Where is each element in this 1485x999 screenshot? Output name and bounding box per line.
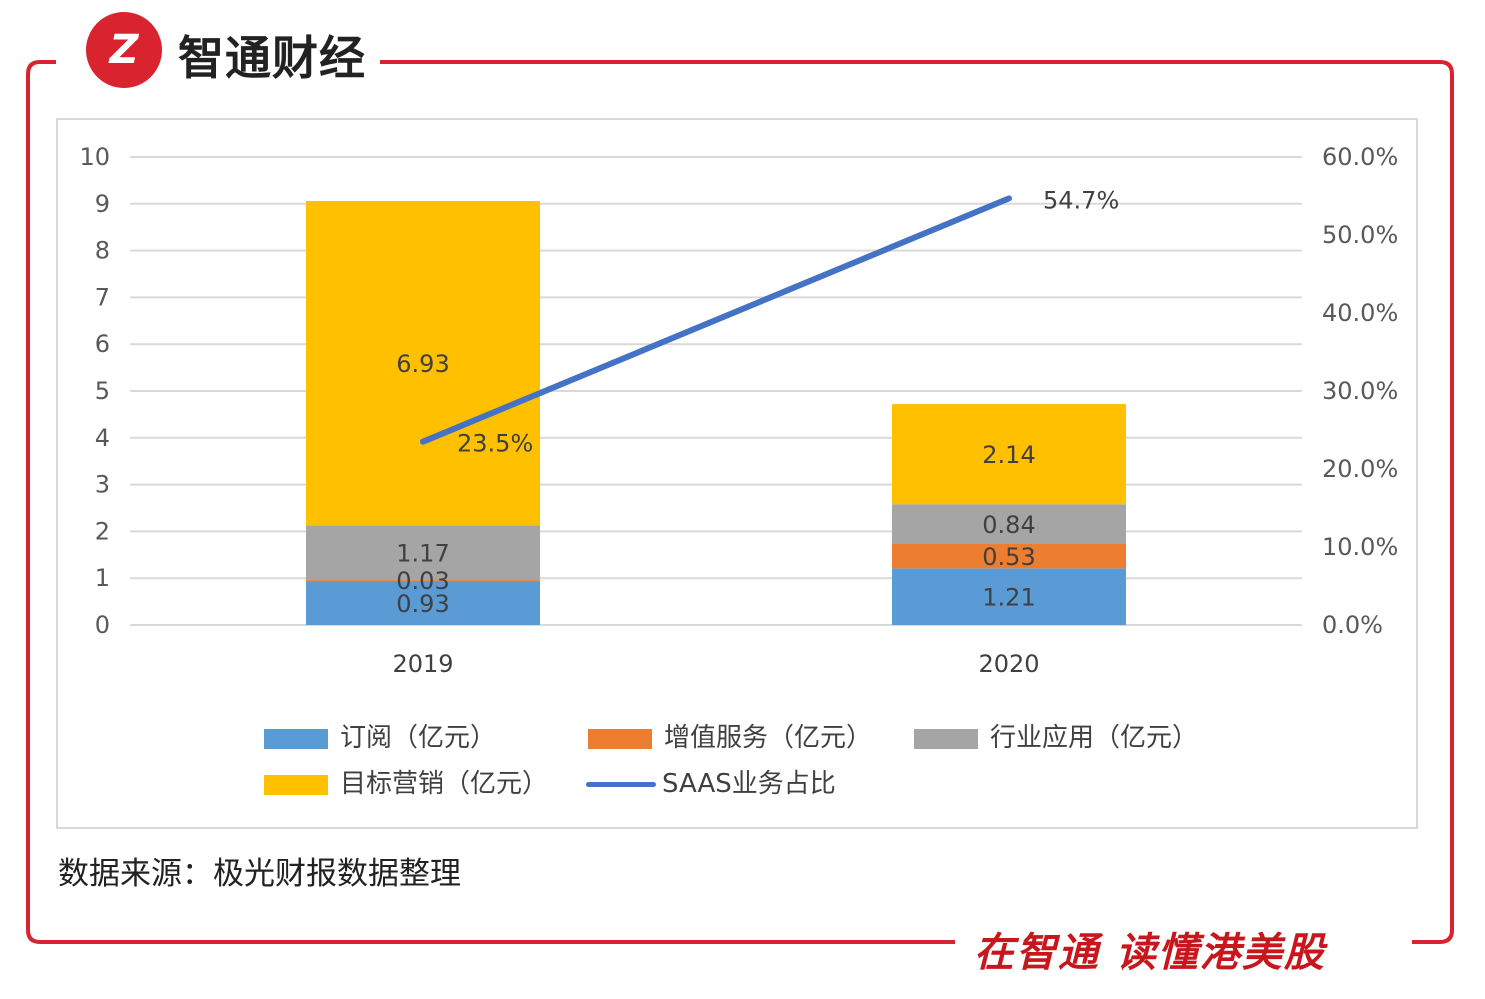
x-tick-label: 2019	[392, 650, 453, 678]
y2-tick-label: 60.0%	[1322, 143, 1398, 171]
data-label: 0.03	[396, 567, 449, 595]
y2-tick-label: 50.0%	[1322, 221, 1398, 249]
stacked-bar-chart: 0 1 2 3 4 5 6 7 8 9 10 0.0% 10.0% 20.0% 30.0% 40.0% 50.0…	[79, 143, 1398, 678]
frame-border	[26, 60, 955, 944]
bar-segment	[892, 404, 1126, 505]
legend-label: 订阅（亿元）	[340, 723, 497, 753]
legend-label: 目标营销（亿元）	[340, 769, 549, 799]
bar-segment	[892, 568, 1126, 625]
y-tick-label: 4	[95, 424, 110, 452]
bar-segment	[892, 504, 1126, 544]
y-tick-label: 3	[95, 471, 110, 499]
data-label: 6.93	[396, 350, 449, 378]
data-source-note: 数据来源：极光财报数据整理	[58, 856, 461, 892]
data-label: 2.14	[982, 441, 1035, 469]
legend-label: 行业应用（亿元）	[990, 723, 1199, 753]
y-tick-label: 9	[95, 190, 110, 218]
legend-item-subscription: 订阅（亿元）	[264, 717, 496, 754]
y2-tick-label: 10.0%	[1322, 533, 1398, 561]
data-label: 0.93	[396, 590, 449, 618]
y2-tick-label: 0.0%	[1322, 611, 1383, 639]
bar-segment	[306, 200, 540, 526]
x-tick-label: 2020	[978, 650, 1039, 678]
data-label: 0.84	[982, 511, 1035, 539]
saas-line	[420, 195, 1012, 445]
legend-label: SAAS业务占比	[662, 769, 836, 799]
brand-slogan: 在智通 读懂港美股	[974, 930, 1326, 976]
y2-tick-label: 40.0%	[1322, 299, 1398, 327]
bar-segment	[306, 581, 540, 625]
brand-logo: Z	[86, 12, 162, 88]
frame-border-top	[380, 60, 1454, 944]
legend-item-saas: SAAS业务占比	[586, 763, 836, 800]
y2-tick-label: 30.0%	[1322, 377, 1398, 405]
bar-segment	[306, 525, 540, 581]
legend-line-saas	[586, 782, 656, 787]
y-tick-label: 7	[95, 283, 110, 311]
data-label: 1.17	[396, 540, 449, 568]
legend-label: 增值服务（亿元）	[664, 723, 873, 753]
legend-item-marketing: 目标营销（亿元）	[264, 763, 548, 800]
legend-swatch-subscription	[264, 728, 328, 749]
bar-segment	[892, 543, 1126, 569]
y-tick-label: 5	[95, 377, 110, 405]
legend-swatch-value-added	[588, 728, 652, 749]
y-tick-label: 1	[95, 564, 110, 592]
y-tick-label: 8	[95, 237, 110, 265]
line-data-label: 54.7%	[1043, 186, 1119, 214]
bar-segment	[306, 580, 540, 582]
brand-name: 智通财经	[178, 31, 366, 85]
y-tick-label: 10	[79, 143, 110, 171]
y-tick-label: 0	[95, 611, 110, 639]
line-data-label: 23.5%	[457, 430, 533, 458]
y-tick-label: 6	[95, 330, 110, 358]
legend-item-industry: 行业应用（亿元）	[914, 717, 1198, 754]
data-label: 0.53	[982, 543, 1035, 571]
chart-container: 0 1 2 3 4 5 6 7 8 9 10 0.0% 10.0% 20.0% 30.0% 40.0% 50.0…	[56, 118, 1418, 829]
legend-swatch-industry	[914, 728, 978, 749]
legend-swatch-marketing	[264, 774, 328, 795]
data-label: 1.21	[982, 584, 1035, 612]
legend-item-value-added: 增值服务（亿元）	[588, 717, 872, 754]
y2-tick-label: 20.0%	[1322, 455, 1398, 483]
y-tick-label: 2	[95, 517, 110, 545]
